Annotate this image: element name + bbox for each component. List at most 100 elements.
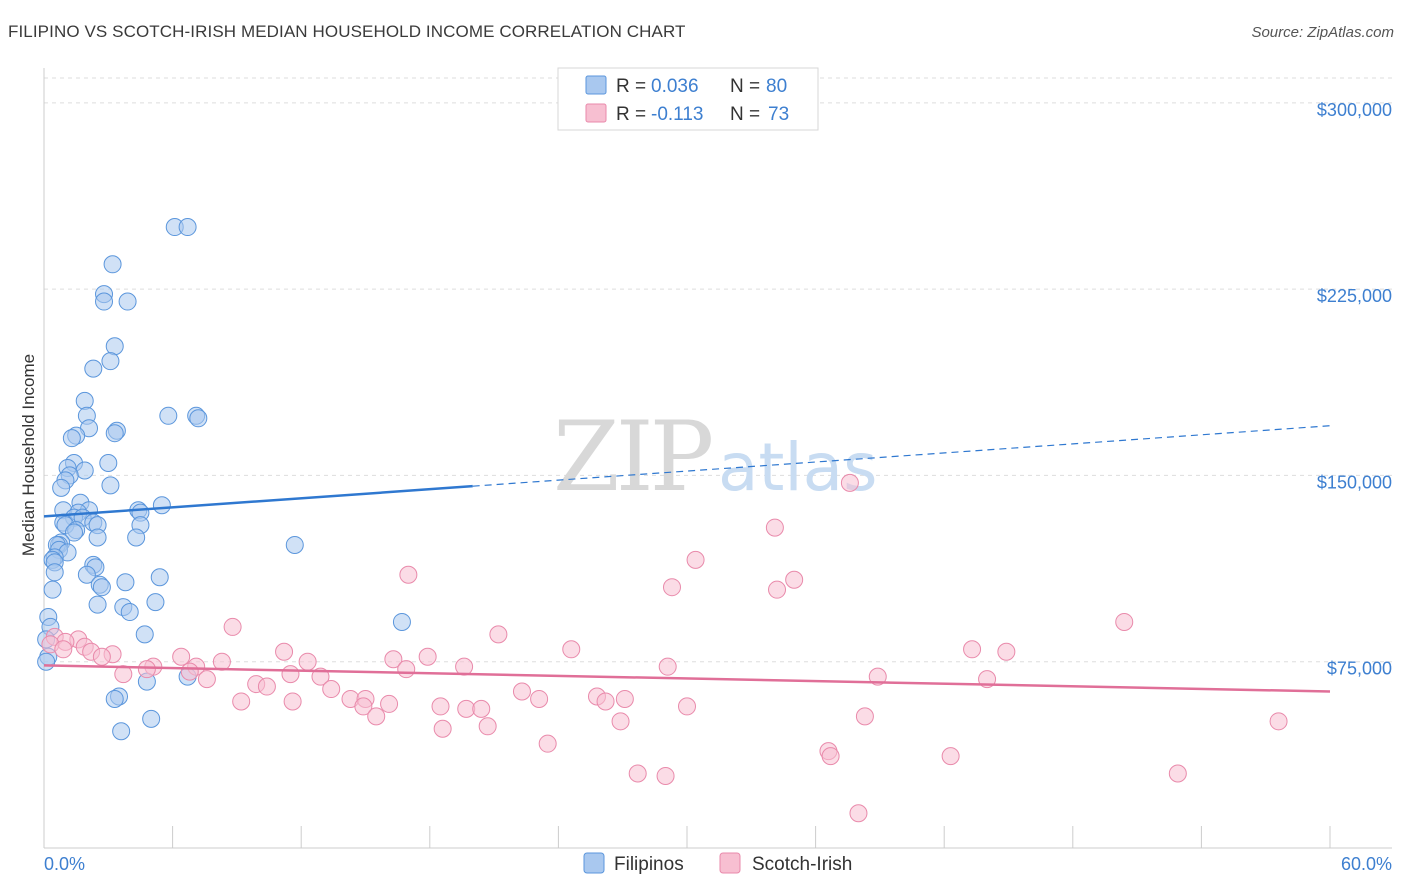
filipino-point: [285, 535, 304, 554]
scotch-irish-point: [322, 680, 341, 699]
y-tick-labels: $75,000 $150,000 $225,000 $300,000: [1317, 100, 1392, 679]
legend-label-scotch-irish: Scotch-Irish: [752, 854, 852, 875]
stats-n-label-filipino: N =: [730, 76, 760, 97]
x-tick-label-min: 0.0%: [44, 854, 85, 874]
scotch-irish-point: [92, 647, 111, 666]
scotch-irish-point: [431, 697, 450, 716]
grid-lines: [44, 77, 1392, 663]
scotch-irish-point: [1269, 712, 1288, 731]
stats-n-label-scotch-irish: N =: [730, 104, 760, 125]
scotch-irish-point: [615, 689, 634, 708]
filipino-point: [52, 478, 71, 497]
filipino-point: [103, 255, 122, 274]
filipino-point: [88, 528, 107, 547]
y-tick-label: $300,000: [1317, 100, 1392, 120]
legend-swatch-scotch-irish: [719, 852, 741, 874]
filipino-point: [112, 722, 131, 741]
filipino-point: [95, 292, 114, 311]
scotch-irish-point: [855, 707, 874, 726]
filipino-point: [88, 595, 107, 614]
scotch-irish-point: [628, 764, 647, 783]
series-legend: Filipinos Scotch-Irish: [583, 852, 852, 875]
filipino-point: [127, 528, 146, 547]
scotch-irish-trend-line: [43, 664, 1331, 693]
scotch-irish-point: [658, 657, 677, 676]
y-tick-label: $225,000: [1317, 286, 1392, 306]
stats-swatch-scotch-irish: [585, 103, 607, 123]
scotch-irish-point: [354, 697, 373, 716]
filipino-point: [135, 625, 154, 644]
filipino-point: [43, 580, 62, 599]
filipino-point: [146, 593, 165, 612]
filipino-point: [120, 603, 139, 622]
data-points: [37, 218, 1288, 823]
filipino-point: [392, 612, 411, 631]
y-axis-label: Median Household Income: [19, 354, 38, 556]
scotch-irish-point: [478, 717, 497, 736]
scotch-irish-point: [223, 617, 242, 636]
scotch-irish-point: [662, 578, 681, 597]
x-tick-labels: 0.0% 60.0%: [44, 854, 1392, 874]
stats-legend: R = 0.036 N = 80 R = -0.113 N = 73: [557, 67, 819, 131]
scotch-irish-point: [765, 518, 784, 537]
scotch-irish-point: [397, 660, 416, 679]
scotch-irish-point: [963, 640, 982, 659]
scotch-irish-point: [512, 682, 531, 701]
scotch-irish-point: [849, 804, 868, 823]
filipino-trend-line: [43, 484, 473, 518]
scotch-irish-point: [785, 570, 804, 589]
scotch-irish-point: [686, 550, 705, 569]
scotch-irish-point: [941, 747, 960, 766]
scotch-irish-point: [530, 689, 549, 708]
scotch-irish-point: [172, 647, 191, 666]
filipino-point: [65, 523, 84, 542]
scotch-irish-point: [380, 694, 399, 713]
stats-swatch-filipino: [585, 75, 607, 95]
scotch-irish-point: [298, 652, 317, 671]
scotch-irish-point: [562, 640, 581, 659]
scotch-irish-point: [418, 647, 437, 666]
axes: [43, 68, 1392, 849]
scotch-irish-point: [472, 699, 491, 718]
scotch-irish-point: [821, 747, 840, 766]
filipino-point: [101, 352, 120, 371]
stats-r-value-filipino: 0.036: [651, 76, 699, 97]
filipino-point: [105, 337, 124, 356]
filipino-point: [45, 563, 64, 582]
watermark: ZIP atlas: [553, 401, 878, 513]
scotch-irish-point: [180, 662, 199, 681]
stats-n-value-scotch-irish: 73: [768, 104, 789, 125]
scotch-irish-point: [611, 712, 630, 731]
filipino-point: [152, 496, 171, 515]
watermark-atlas: atlas: [718, 429, 878, 506]
filipino-point: [84, 359, 103, 378]
scotch-irish-point: [257, 677, 276, 696]
filipino-point: [150, 568, 169, 587]
legend-label-filipinos: Filipinos: [614, 854, 684, 875]
filipino-point: [159, 406, 178, 425]
filipino-point: [118, 292, 137, 311]
scotch-irish-point: [137, 660, 156, 679]
scotch-irish-point: [840, 473, 859, 492]
stats-r-label-filipino: R =: [616, 76, 646, 97]
filipino-point: [101, 476, 120, 495]
trend-lines: [43, 425, 1331, 693]
scotch-irish-point: [433, 719, 452, 738]
y-tick-label: $75,000: [1327, 659, 1392, 679]
source-credit: Source: ZipAtlas.com: [1251, 24, 1394, 41]
stats-r-value-scotch-irish: -0.113: [651, 104, 703, 125]
watermark-zip: ZIP: [553, 401, 712, 513]
scotch-irish-point: [283, 692, 302, 711]
scotch-irish-point: [538, 734, 557, 753]
filipino-point: [37, 652, 56, 671]
scotch-irish-point: [232, 692, 251, 711]
filipino-point: [92, 578, 111, 597]
scotch-irish-point: [997, 642, 1016, 661]
filipino-point: [142, 709, 161, 728]
scotch-irish-point: [399, 565, 418, 584]
legend-swatch-filipinos: [583, 852, 605, 874]
scotch-irish-point: [596, 692, 615, 711]
scotch-irish-point: [656, 766, 675, 785]
filipino-point: [75, 461, 94, 480]
scotch-irish-point: [678, 697, 696, 716]
